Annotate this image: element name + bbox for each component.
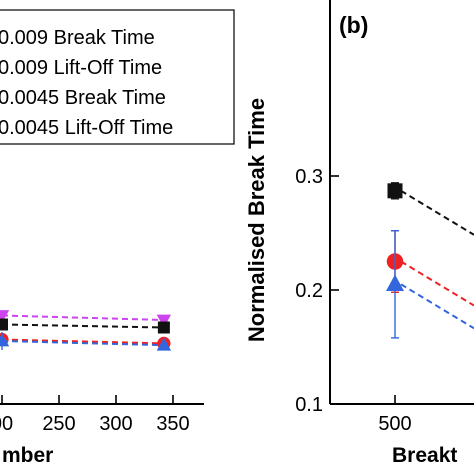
panel-a-series-3-point (0, 333, 10, 347)
panel-a-series-0-point (156, 314, 172, 328)
panel-b-x-tick-label: 500 (378, 413, 411, 435)
panel-b-series-0-line (400, 189, 474, 236)
panel-a-series-3-line (1, 340, 164, 347)
panel-b-series-0-point (387, 183, 403, 199)
panel-a-series-1-point (0, 318, 8, 331)
panel-b-series-2-line (400, 283, 474, 330)
panel-b-series-1-line (400, 260, 474, 307)
panel-b-y-tick-label: 0.1 (295, 394, 323, 416)
panel-a-x-tick-label: 250 (42, 413, 75, 435)
panel-label-b: (b) (339, 12, 368, 38)
panel-a-series-1-point (157, 321, 170, 334)
panel-b-x-axis-label: Breakt (392, 444, 457, 467)
legend-entry-label: 0.009 Break Time (0, 27, 155, 49)
panel-a-x-tick-label: 00 (0, 413, 13, 435)
legend-box (0, 9, 235, 145)
panel-a-x-tick-label: 350 (156, 413, 189, 435)
panel-a-series-2-line (1, 338, 164, 345)
panel-b-y-tick-label: 0.2 (295, 280, 323, 302)
panel-a-series-0-line (1, 314, 164, 321)
panel-a-x-axis-label: mber (2, 444, 53, 467)
panel-a-x-tick-label: 300 (99, 413, 132, 435)
panel-a-series-3-point (156, 337, 172, 351)
panel-b: 0.10.20.3 500 (b) Normalised Break Time … (244, 0, 474, 467)
panel-b-series-2-point (386, 274, 404, 292)
panel-a: 00 250 300 350 mber 0.009 Break Time 0.009 L… (0, 9, 235, 467)
legend-entry-label: 0.0045 Lift-Off Time (0, 117, 173, 139)
panel-b-y-tick-label: 0.3 (295, 166, 323, 188)
legend: 0.009 Break Time 0.009 Lift-Off Time 0.004… (0, 9, 235, 145)
legend-entry-label: 0.009 Lift-Off Time (0, 57, 162, 79)
panel-a-series-1-line (1, 323, 164, 329)
panel-b-y-axis-label: Normalised Break Time (244, 98, 269, 342)
legend-entry-label: 0.0045 Break Time (0, 87, 166, 109)
